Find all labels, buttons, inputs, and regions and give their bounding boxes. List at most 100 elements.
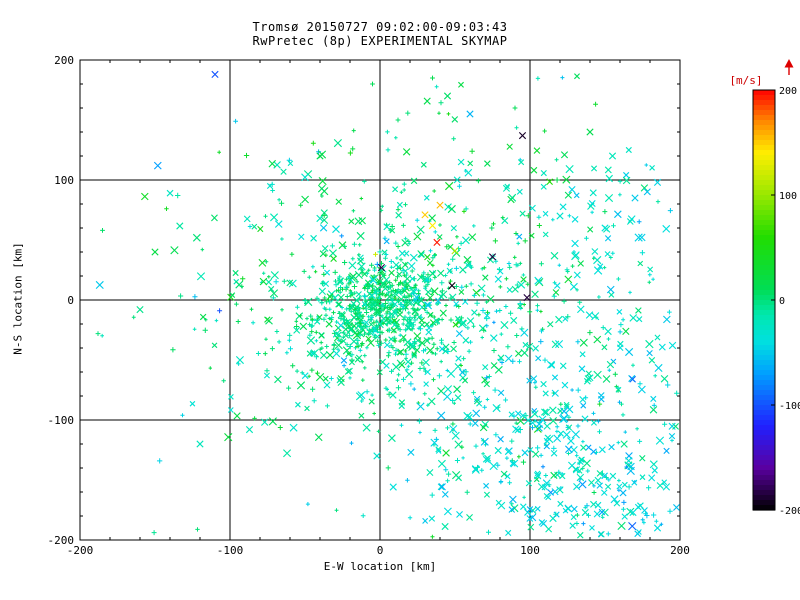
data-point (426, 260, 433, 267)
data-point (637, 502, 644, 510)
data-point (389, 265, 394, 269)
data-point (387, 280, 392, 285)
data-point (650, 395, 657, 402)
data-point (263, 372, 270, 379)
data-point (626, 507, 635, 516)
data-point (571, 505, 578, 513)
data-point (445, 471, 452, 477)
data-point (301, 195, 309, 204)
data-point (380, 314, 384, 318)
data-point (383, 362, 390, 369)
data-point (327, 307, 332, 312)
data-point (500, 215, 505, 220)
data-point (360, 360, 365, 364)
data-point (153, 161, 162, 170)
data-point (320, 346, 324, 350)
data-point (426, 469, 434, 476)
data-point (575, 339, 581, 345)
data-point (561, 298, 567, 304)
data-point (377, 249, 383, 255)
data-point (515, 350, 522, 357)
data-point (573, 483, 581, 491)
data-point (609, 472, 617, 480)
data-point (319, 224, 328, 232)
data-point (424, 301, 432, 310)
data-point (151, 530, 157, 536)
data-point (506, 287, 513, 293)
data-point (357, 252, 361, 257)
data-point (295, 401, 301, 408)
data-point (434, 84, 439, 89)
data-point (626, 484, 632, 490)
data-point (396, 290, 400, 295)
data-point (583, 505, 588, 510)
data-point (398, 339, 402, 343)
data-point (540, 183, 547, 190)
data-point (637, 233, 646, 242)
data-point (327, 299, 333, 305)
data-point (462, 298, 469, 305)
data-point (327, 316, 332, 321)
data-point (196, 272, 206, 281)
data-point (561, 381, 569, 389)
data-point (616, 344, 624, 351)
data-point (359, 196, 364, 201)
data-point (397, 348, 405, 356)
data-point (443, 467, 449, 473)
data-point (417, 250, 425, 258)
data-point (316, 214, 324, 223)
y-tick-label: 100 (54, 174, 74, 187)
data-point (459, 315, 464, 321)
data-point (520, 459, 527, 465)
data-point (586, 374, 594, 382)
data-point (298, 233, 305, 240)
data-point (298, 313, 303, 318)
data-point (545, 525, 553, 533)
data-point (485, 397, 490, 402)
data-point (511, 413, 517, 419)
data-point (617, 329, 623, 335)
data-point (373, 252, 378, 257)
data-point (522, 341, 529, 348)
data-point (472, 224, 476, 228)
data-point (621, 499, 627, 505)
data-point (484, 160, 491, 167)
data-point (439, 337, 444, 343)
data-point (646, 485, 652, 491)
data-point (627, 462, 635, 471)
data-point (604, 483, 612, 490)
data-point (593, 335, 602, 344)
data-point (455, 315, 461, 322)
data-point (492, 404, 501, 413)
data-point (340, 305, 344, 310)
data-point (305, 316, 309, 321)
data-point (337, 277, 345, 285)
data-point (480, 335, 484, 340)
data-point (653, 178, 662, 186)
data-point (362, 179, 367, 184)
data-point (647, 280, 652, 285)
data-point (141, 192, 149, 201)
data-point (422, 358, 430, 367)
data-point (419, 315, 423, 320)
data-point (502, 184, 510, 192)
data-point (496, 267, 502, 272)
data-point (401, 317, 406, 322)
y-tick-labels: -200 -100 0 100 200 (48, 54, 75, 547)
data-point (251, 320, 256, 325)
data-point (663, 315, 671, 324)
data-point (95, 331, 101, 336)
data-point (637, 381, 643, 387)
data-point (332, 330, 341, 338)
data-point (557, 430, 564, 437)
data-point (387, 327, 392, 333)
data-point (264, 259, 269, 264)
data-point (100, 333, 104, 338)
data-point (479, 468, 484, 473)
data-point (580, 402, 587, 409)
data-point (436, 373, 443, 379)
data-point (439, 288, 445, 294)
data-point (273, 279, 279, 285)
data-point (333, 139, 342, 148)
data-point (425, 272, 431, 278)
